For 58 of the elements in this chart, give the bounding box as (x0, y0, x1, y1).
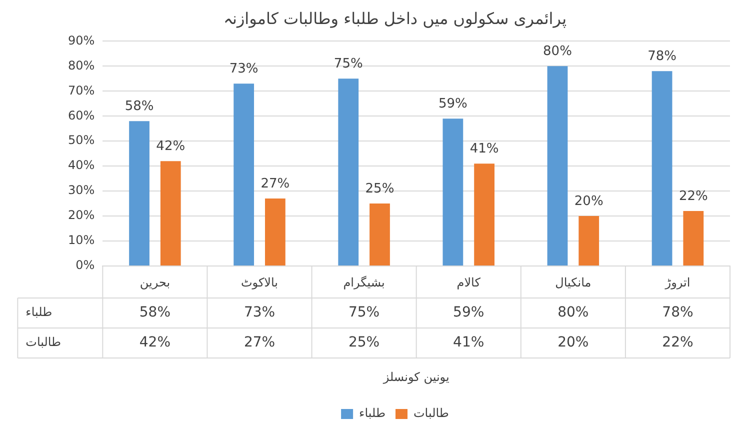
y-tick-label: 10% (68, 233, 95, 248)
bar (234, 84, 254, 266)
bar (547, 66, 568, 266)
text: طلباء (26, 305, 52, 320)
y-tick-label: 80% (68, 58, 95, 72)
data-label: 22% (662, 334, 694, 351)
x-tick-label: بالاکوٹ (240, 275, 278, 290)
data-label: 20% (558, 334, 589, 351)
text: 75% (334, 56, 363, 72)
bar (683, 211, 704, 266)
data-label: 78% (662, 304, 694, 321)
text: 80% (543, 44, 572, 60)
data-label: 25% (348, 334, 380, 351)
legend-label: طلباء (359, 406, 386, 420)
x-tick-label: بحرین (140, 275, 170, 290)
text: 59% (438, 96, 468, 112)
data-label: 42% (139, 334, 171, 351)
text: 20% (574, 194, 604, 209)
bar (129, 121, 150, 266)
text: 41% (470, 141, 499, 156)
y-tick-label: 90% (68, 33, 95, 48)
y-tick-label: 20% (68, 208, 95, 222)
data-label: 75% (348, 304, 380, 321)
data-label: 27% (244, 334, 276, 351)
x-tick-label: مانکیال (555, 275, 592, 290)
text: 58% (124, 99, 154, 114)
data-label: 80% (558, 304, 589, 321)
bar (652, 71, 672, 266)
text: 25% (365, 181, 394, 196)
text: 78% (648, 49, 676, 64)
bar (264, 198, 286, 266)
y-tick-label: 0% (76, 258, 95, 272)
y-tick-label: 40% (68, 158, 95, 172)
data-label: 59% (453, 304, 484, 321)
data-label: 41% (453, 334, 484, 351)
data-label: 73% (244, 304, 276, 321)
x-tick-label: اتروڑ (664, 275, 690, 290)
y-tick-label: 60% (68, 108, 95, 122)
bar (160, 161, 181, 266)
bar (578, 216, 600, 266)
text: 27% (260, 176, 290, 192)
bar (442, 118, 464, 266)
text: طالبات (26, 335, 62, 350)
y-tick-label: 50% (68, 133, 95, 148)
y-tick-label: 70% (68, 83, 95, 98)
data-label: 58% (139, 304, 171, 321)
text: یونین کونسلز (382, 370, 450, 384)
x-tick-label: کالام (456, 275, 481, 290)
text: 22% (678, 188, 708, 204)
y-tick-label: 30% (68, 183, 95, 198)
bar (474, 164, 494, 266)
chart-title: پرائمری سکولوں میں داخل طلباء وطالبات کاموازنہ (223, 8, 567, 28)
text: 42% (156, 138, 186, 154)
text: 73% (229, 62, 258, 77)
x-tick-label: بشیگرام (343, 275, 385, 290)
bar (370, 204, 390, 266)
legend-label: طالبات (414, 406, 449, 420)
bar (338, 78, 359, 266)
